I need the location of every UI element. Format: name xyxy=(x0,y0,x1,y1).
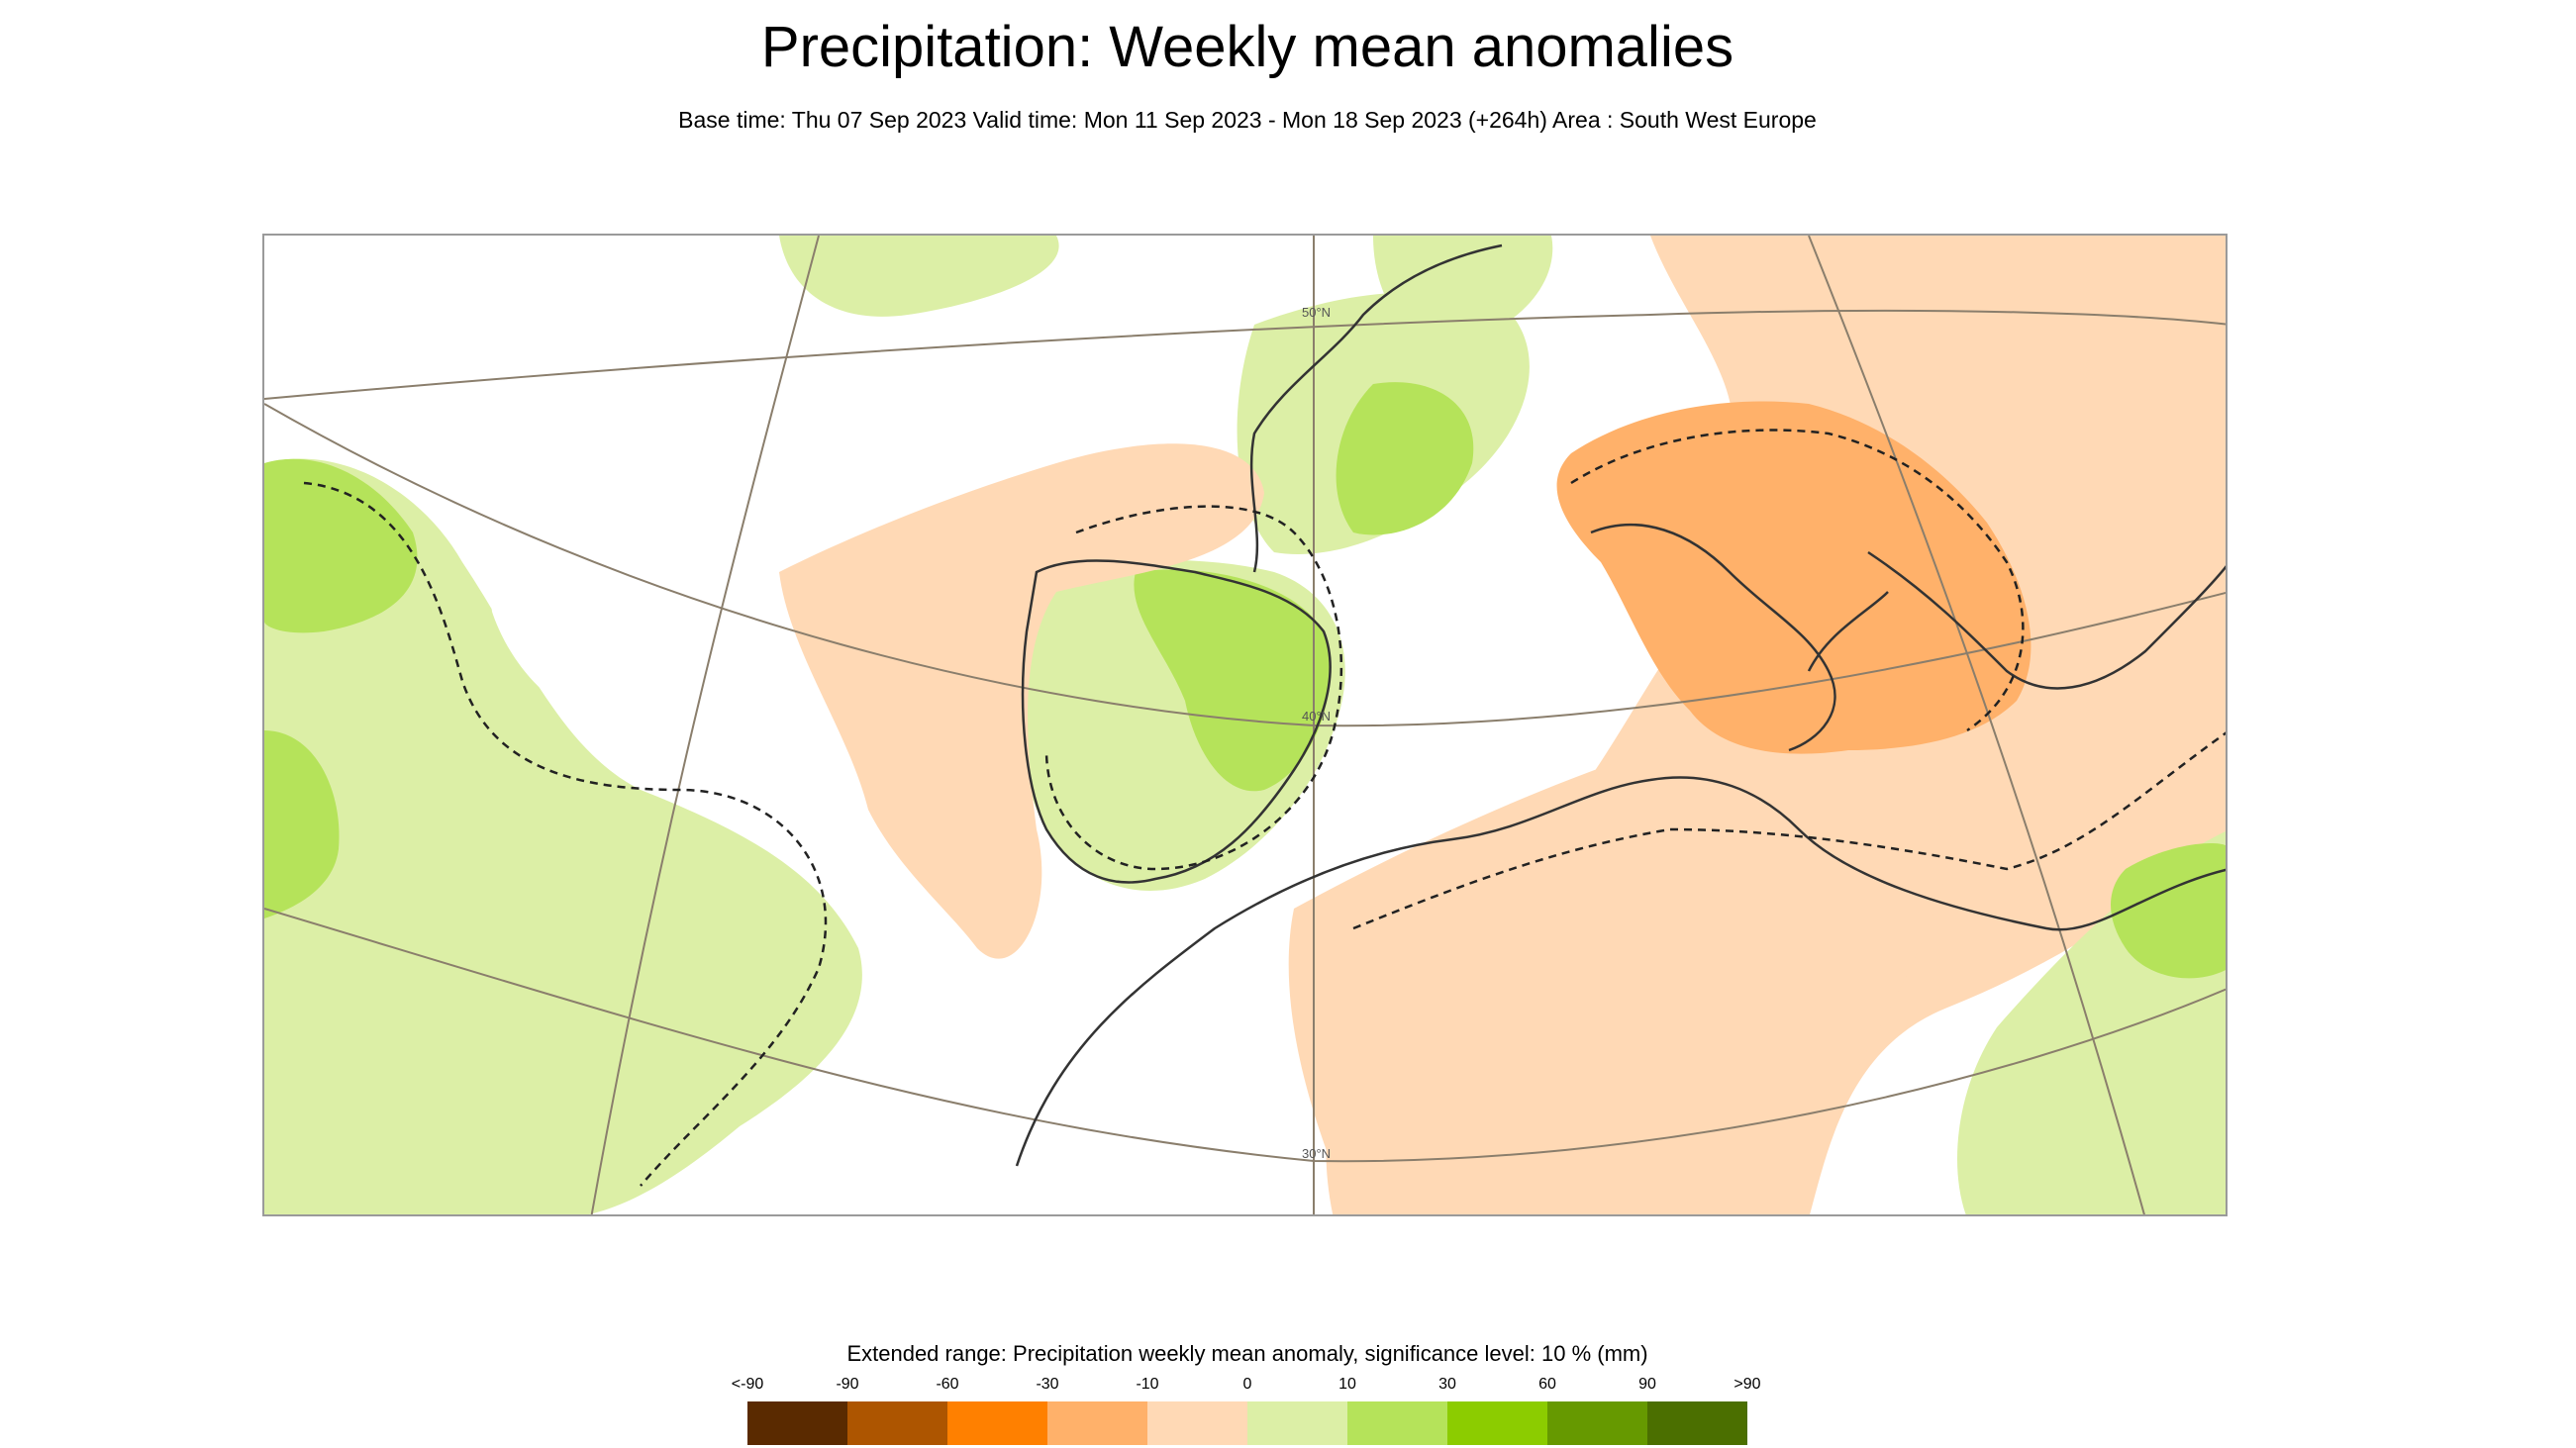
anomaly-region-africa-west-blank xyxy=(1052,931,1266,1183)
latitude-line-50n xyxy=(264,309,2226,400)
anomaly-region-italy-orange xyxy=(1556,401,2031,754)
legend-tick: -30 xyxy=(1036,1376,1059,1393)
latitude-label-30n: 30°N xyxy=(1302,1146,1331,1161)
latitude-label-50n: 50°N xyxy=(1302,305,1331,320)
significance-contour-italy xyxy=(1570,429,2025,732)
anomaly-map: 50°N 40°N 30°N xyxy=(264,236,2226,1214)
legend-swatch-7 xyxy=(1447,1401,1547,1445)
legend-swatches xyxy=(747,1401,1747,1445)
map-frame: 50°N 40°N 30°N xyxy=(262,234,2228,1216)
legend-tick: 90 xyxy=(1638,1376,1656,1393)
latitude-label-40n: 40°N xyxy=(1302,709,1331,724)
anomaly-region-atlantic-green xyxy=(264,458,862,1214)
coastline-africa xyxy=(1015,776,2226,1167)
legend-swatch-4 xyxy=(1147,1401,1247,1445)
anomaly-region-east-africa-mid xyxy=(2111,843,2226,979)
longitude-line-1 xyxy=(590,236,820,1214)
longitude-line-3 xyxy=(1808,236,2145,1214)
anomaly-region-north-green xyxy=(779,236,1059,317)
legend-swatch-6 xyxy=(1347,1401,1447,1445)
legend-tick: 30 xyxy=(1438,1376,1456,1393)
legend-tick: -90 xyxy=(836,1376,859,1393)
anomaly-region-france-mid xyxy=(1336,382,1474,535)
legend-tick: 10 xyxy=(1338,1376,1356,1393)
anomaly-region-atlantic-mid-2 xyxy=(264,730,340,918)
coastline-france xyxy=(1249,243,1503,573)
significance-contour-iberia xyxy=(1044,505,1343,871)
coastline-iberia xyxy=(1021,559,1332,884)
anomaly-region-africa-peach xyxy=(1288,742,1951,1214)
anomaly-region-north-green-2 xyxy=(1373,236,1553,344)
legend-tick: >90 xyxy=(1734,1376,1761,1393)
page-title: Precipitation: Weekly mean anomalies xyxy=(760,15,1734,79)
legend-swatch-9 xyxy=(1647,1401,1747,1445)
legend-tick: <-90 xyxy=(731,1376,764,1393)
legend-swatch-8 xyxy=(1547,1401,1647,1445)
legend-swatch-5 xyxy=(1247,1401,1347,1445)
color-legend: <-90 -90 -60 -30 -10 0 10 30 60 90 >90 xyxy=(732,1376,1761,1445)
legend-tick: -60 xyxy=(936,1376,959,1393)
page-subtitle: Base time: Thu 07 Sep 2023 Valid time: M… xyxy=(678,107,1817,133)
legend-swatch-0 xyxy=(747,1401,847,1445)
anomaly-region-west-blank xyxy=(482,527,692,730)
legend-tick: 60 xyxy=(1538,1376,1556,1393)
legend-swatch-3 xyxy=(1047,1401,1147,1445)
anomaly-region-atlantic-mid xyxy=(264,458,418,633)
significance-contour-west xyxy=(303,481,828,1187)
legend-swatch-1 xyxy=(847,1401,947,1445)
legend-title: Extended range: Precipitation weekly mea… xyxy=(846,1341,1648,1366)
coastline-italy xyxy=(1590,524,1889,752)
latitude-line-30n xyxy=(264,908,2226,1163)
legend-tick: 0 xyxy=(1242,1376,1252,1393)
legend-tick: -10 xyxy=(1136,1376,1159,1393)
anomaly-region-iberia-mid xyxy=(1134,569,1331,792)
significance-contour-africa xyxy=(1352,731,2226,930)
coastline-balkans xyxy=(1867,550,2226,690)
latitude-line-40n xyxy=(264,403,2226,727)
legend-swatch-2 xyxy=(947,1401,1047,1445)
